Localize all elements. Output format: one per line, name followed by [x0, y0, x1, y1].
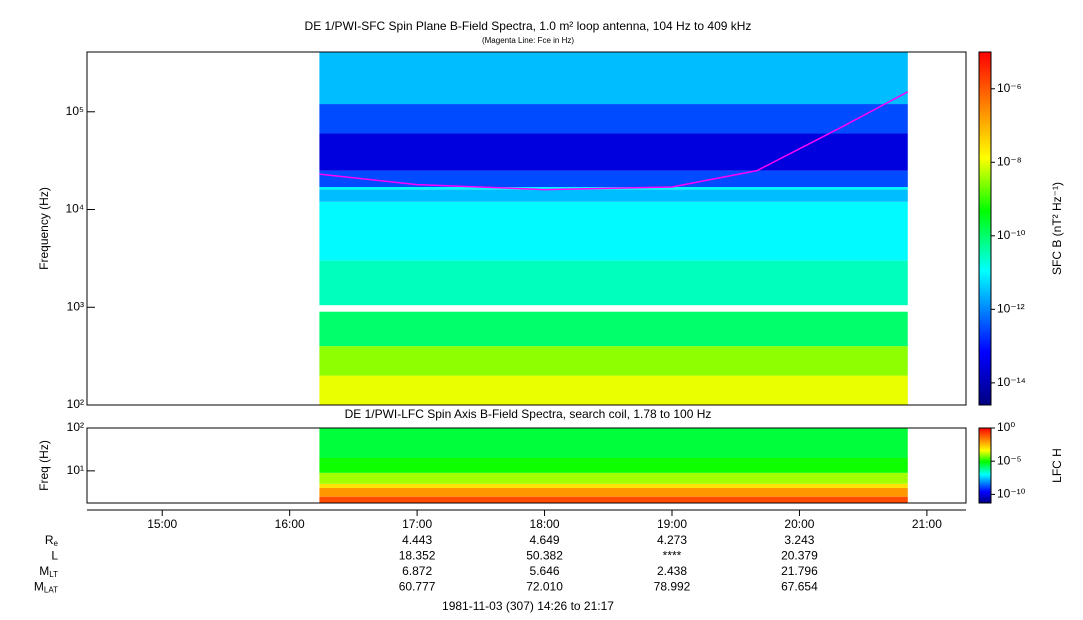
ephemeris-label: L	[51, 549, 58, 563]
spectrogram-cell	[319, 472, 908, 484]
ephemeris-value: 60.777	[399, 580, 436, 594]
ephemeris-label: MLAT	[34, 580, 58, 595]
chart-title: DE 1/PWI-LFC Spin Axis B-Field Spectra, …	[345, 407, 712, 421]
ephemeris-label-main: R	[45, 533, 54, 547]
spectrogram-cell	[319, 201, 908, 261]
colorbar-tick-label: 10⁰	[997, 420, 1015, 434]
spectrogram-cell	[319, 346, 908, 376]
spectrogram-cell	[319, 133, 908, 171]
ephemeris-value: 20.379	[781, 549, 818, 563]
spectrogram-cell	[319, 428, 908, 458]
y-tick-label: 10¹	[67, 463, 84, 477]
colorbar-label: LFC H	[1050, 448, 1064, 483]
y-tick-label: 10⁵	[66, 104, 84, 118]
spectrogram-cell	[319, 260, 908, 306]
x-tick-label: 20:00	[784, 517, 814, 531]
ephemeris-label-main: M	[39, 564, 49, 578]
spectrogram-cell	[319, 457, 908, 473]
ephemeris-value: 3.243	[784, 533, 814, 547]
x-tick-label: 15:00	[147, 517, 177, 531]
plot-frame	[86, 51, 967, 406]
y-tick-label: 10²	[67, 420, 84, 434]
ephemeris-label-sub: LAT	[44, 586, 58, 595]
ephemeris-label-sub: LT	[49, 570, 58, 579]
y-tick-label: 10³	[67, 299, 84, 313]
ephemeris-label-main: M	[34, 580, 44, 594]
spectrogram-cell	[319, 311, 908, 347]
colorbar-tick-label: 10⁻¹⁰	[997, 487, 1026, 501]
ephemeris-value: 2.438	[657, 564, 687, 578]
spectrogram-cell	[319, 189, 908, 202]
chart-title: DE 1/PWI-SFC Spin Plane B-Field Spectra,…	[305, 19, 752, 33]
x-tick-label: 16:00	[275, 517, 305, 531]
ephemeris-value: 4.273	[657, 533, 687, 547]
x-tick-label: 17:00	[402, 517, 432, 531]
ephemeris-value: 18.352	[399, 549, 436, 563]
x-tick-label: 19:00	[657, 517, 687, 531]
spectrogram-cell	[319, 375, 908, 405]
colorbar-tick-label: 10⁻⁸	[997, 154, 1022, 168]
y-tick-label: 10⁴	[65, 202, 84, 216]
ephemeris-value: 21.796	[781, 564, 818, 578]
colorbar	[978, 427, 992, 504]
colorbar-tick-label: 10⁻¹⁴	[997, 375, 1026, 389]
spectrogram-cell	[319, 104, 908, 134]
y-axis-label: Frequency (Hz)	[37, 187, 51, 270]
ephemeris-label: Re	[45, 533, 59, 548]
y-tick-label: 10²	[67, 397, 84, 411]
y-axis-label: Freq (Hz)	[37, 440, 51, 491]
colorbar-tick-label: 10⁻⁵	[997, 453, 1022, 467]
fce-line	[319, 91, 909, 191]
ephemeris-value: 50.382	[526, 549, 563, 563]
colorbar-tick-label: 10⁻¹⁰	[997, 228, 1026, 242]
ephemeris-value: 4.649	[530, 533, 560, 547]
ephemeris-value: ****	[663, 549, 682, 563]
footer: 1981-11-03 (307) 14:26 to 21:17	[442, 599, 614, 613]
colorbar-tick-label: 10⁻¹²	[997, 302, 1025, 316]
spectrogram-cell	[319, 170, 908, 188]
spectrogram-cell	[319, 52, 908, 105]
plot-frame	[86, 427, 967, 504]
ephemeris-value: 67.654	[781, 580, 818, 594]
colorbar	[978, 51, 992, 406]
spectrogram-cell	[319, 487, 908, 497]
spectrogram-cell	[319, 496, 908, 503]
spectrogram-cell	[319, 483, 908, 488]
colorbar-label: SFC B (nT² Hz⁻¹)	[1050, 182, 1064, 275]
ephemeris-label-main: L	[51, 549, 58, 563]
x-tick-label: 18:00	[530, 517, 560, 531]
ephemeris-value: 72.010	[526, 580, 563, 594]
colorbar-tick-label: 10⁻⁶	[997, 81, 1022, 95]
chart-subtitle: (Magenta Line: Fce in Hz)	[482, 36, 574, 45]
ephemeris-label: MLT	[39, 564, 58, 579]
ephemeris-value: 5.646	[530, 564, 560, 578]
ephemeris-label-sub: e	[54, 539, 59, 548]
ephemeris-value: 78.992	[654, 580, 691, 594]
x-tick-label: 21:00	[912, 517, 942, 531]
ephemeris-value: 4.443	[402, 533, 432, 547]
ephemeris-value: 6.872	[402, 564, 432, 578]
